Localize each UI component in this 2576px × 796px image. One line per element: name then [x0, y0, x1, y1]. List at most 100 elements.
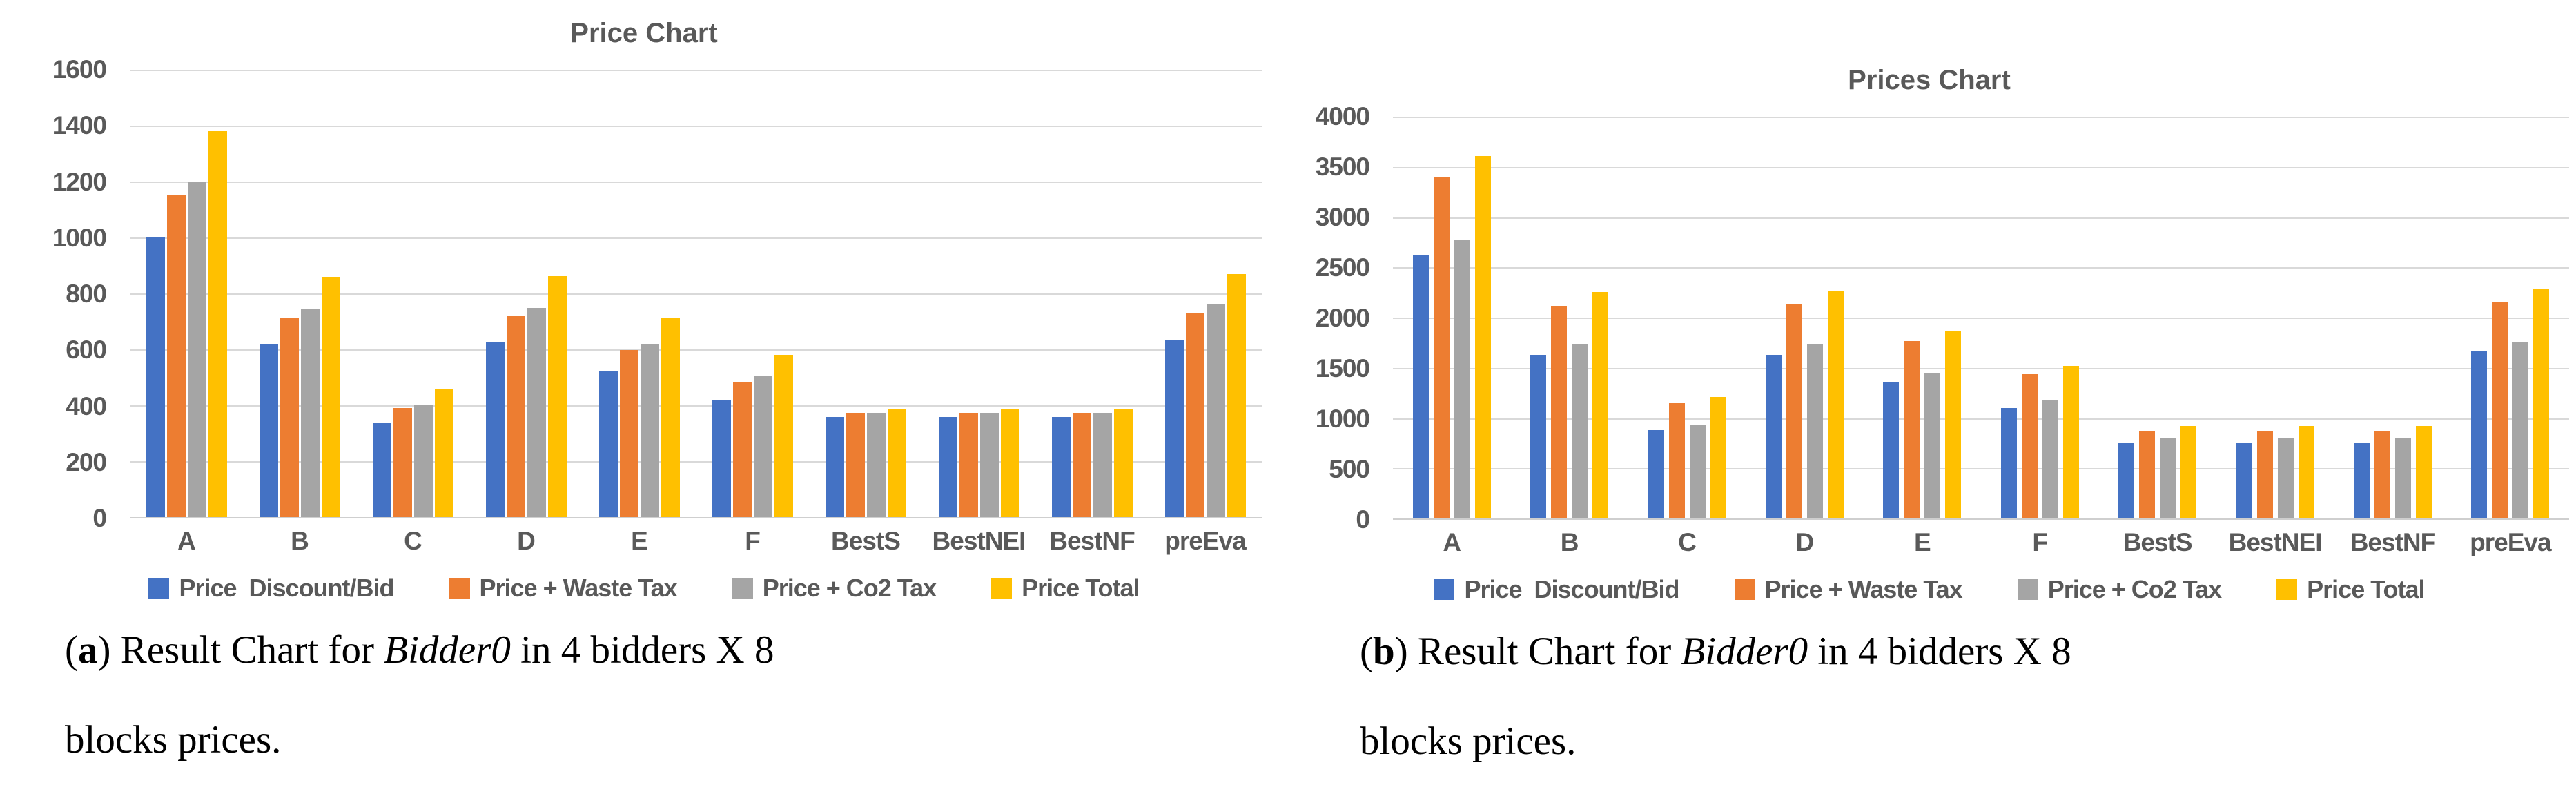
legend-swatch	[991, 578, 1013, 599]
x-axis-labels: A B C D E F BestS BestNEI BestNF preEva	[130, 527, 1262, 556]
bar	[1945, 331, 1962, 518]
legend-item: Price Total	[991, 574, 1140, 603]
x-axis: A B C D E F BestS BestNEI BestNF preEva	[26, 527, 1262, 556]
legend-item: Price Total	[2276, 575, 2426, 604]
x-axis-label: BestNF	[1049, 527, 1135, 555]
bar	[2256, 431, 2273, 518]
caption-paren: (	[1360, 630, 1373, 673]
bar	[1072, 413, 1091, 517]
bar	[1113, 408, 1133, 517]
y-axis-tick: 1200	[52, 167, 107, 196]
legend: Price Discount/Bid Price + Waste Tax Price…	[1289, 575, 2569, 604]
bar	[1530, 354, 1547, 518]
x-axis-label: BestNEI	[2228, 528, 2323, 556]
caption-letter: a	[77, 628, 98, 672]
gridline	[1393, 468, 2569, 470]
bar-group	[1981, 117, 2098, 518]
caption-text: in 4 bidders X 8	[510, 628, 774, 672]
x-axis-label: preEva	[2470, 528, 2551, 556]
bar	[187, 182, 206, 517]
bar	[1454, 239, 1470, 518]
y-axis-tick: 600	[66, 336, 107, 365]
legend-label: Price Discount/Bid	[179, 574, 394, 602]
bar	[1185, 312, 1204, 517]
caption-letter: b	[1372, 630, 1395, 673]
y-axis-tick: 200	[66, 447, 107, 476]
bar-group	[922, 70, 1035, 517]
chart-title: Prices Chart	[1848, 65, 2011, 95]
bar	[2180, 426, 2197, 518]
y-axis-tick: 500	[1329, 455, 1370, 483]
bar	[2062, 365, 2079, 518]
bar	[1827, 291, 1844, 518]
bar	[846, 413, 865, 517]
plot-area	[130, 70, 1262, 518]
bar	[506, 316, 525, 517]
bar	[2236, 443, 2252, 518]
bar	[1883, 382, 1900, 518]
bar	[393, 408, 412, 517]
bar	[2277, 438, 2294, 518]
bar-group	[809, 70, 922, 517]
legend-swatch	[1434, 579, 1455, 600]
bar	[2139, 431, 2156, 518]
plot-area	[1393, 117, 2569, 520]
bar	[1806, 343, 1823, 518]
legend-swatch	[2017, 579, 2038, 600]
y-axis-tick: 3000	[1315, 203, 1370, 231]
gridline	[1393, 166, 2569, 168]
x-axis-label: F	[2032, 528, 2048, 556]
bar	[1051, 417, 1071, 517]
bar	[598, 371, 618, 517]
bar	[1227, 273, 1246, 517]
gridline	[130, 237, 1262, 239]
plot-row: 4000 3500 3000 2500 2000 1500 1000 500 0	[1289, 102, 2569, 534]
caption-a: (a) Result Chart for Bidder0 in 4 bidder…	[26, 605, 1262, 785]
bar	[1412, 255, 1429, 518]
x-axis-labels: A B C D E F BestS BestNEI BestNF preEva	[1393, 528, 2569, 557]
bar	[527, 308, 546, 517]
legend-item: Price + Co2 Tax	[732, 574, 937, 603]
bar	[2000, 407, 2017, 518]
legend-label: Price Total	[2307, 575, 2425, 603]
bar-group	[1393, 117, 1510, 518]
bar	[1093, 412, 1112, 517]
bar	[2471, 351, 2488, 518]
figure-panel-b: Prices Chart 4000 3500 3000 2500 2000 1500 100…	[1289, 0, 2569, 786]
caption-text: blocks prices.	[1360, 719, 1577, 763]
bar-groups	[130, 70, 1262, 517]
legend-label: Price + Waste Tax	[1764, 575, 1963, 603]
gridline	[1393, 418, 2569, 420]
bar	[866, 413, 886, 517]
bar	[280, 318, 299, 517]
bar-group	[1510, 117, 1628, 518]
bar	[1904, 341, 1920, 518]
x-axis: A B C D E F BestS BestNEI BestNF preEva	[1289, 528, 2569, 557]
bar-group	[696, 70, 809, 517]
y-axis-tick: 2000	[1315, 304, 1370, 332]
gridline	[130, 182, 1262, 183]
gridline	[130, 70, 1262, 71]
x-axis-label: C	[1678, 528, 1697, 556]
gridline	[1393, 217, 2569, 219]
gridline	[130, 461, 1262, 463]
y-axis-tick: 1000	[1315, 405, 1370, 433]
legend-swatch	[732, 578, 753, 599]
caption-text: blocks prices.	[65, 717, 282, 761]
x-axis-label: BestS	[2123, 528, 2193, 556]
bar	[887, 408, 906, 517]
bar-group	[1035, 70, 1149, 517]
bar-group	[583, 70, 696, 517]
gridline	[130, 349, 1262, 351]
x-axis-label: BestNEI	[932, 527, 1026, 555]
legend-label: Price + Co2 Tax	[762, 574, 937, 602]
legend-item: Price + Co2 Tax	[2017, 575, 2222, 604]
figure-panel-a: Price Chart 1600 1400 1200 1000 800 600 400 200…	[26, 0, 1262, 786]
legend-swatch	[1734, 579, 1755, 600]
bar	[1689, 425, 1706, 518]
x-axis-label: BestNF	[2350, 528, 2437, 556]
bar	[1765, 354, 1782, 518]
caption-italic-term: Bidder0	[384, 628, 511, 672]
y-axis-tick: 1500	[1315, 354, 1370, 382]
